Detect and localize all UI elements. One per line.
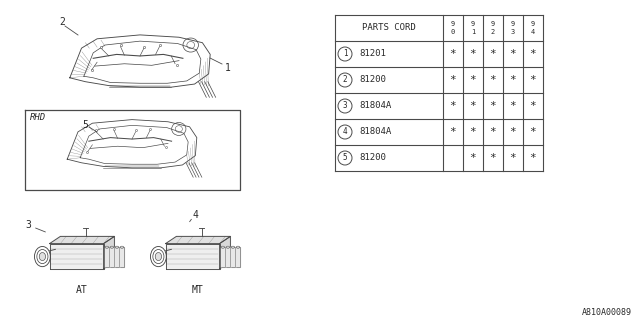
Text: *: * — [450, 75, 456, 85]
Text: 1: 1 — [225, 63, 231, 73]
Text: 81200: 81200 — [359, 76, 386, 84]
Polygon shape — [50, 236, 115, 244]
Text: 4: 4 — [342, 127, 348, 137]
Text: 2: 2 — [59, 17, 65, 27]
Text: *: * — [509, 101, 516, 111]
Polygon shape — [231, 247, 235, 267]
Text: *: * — [450, 49, 456, 59]
Text: 9: 9 — [451, 21, 455, 27]
Text: 9: 9 — [491, 21, 495, 27]
Text: A810A00089: A810A00089 — [582, 308, 632, 317]
Text: *: * — [470, 127, 476, 137]
Text: *: * — [530, 127, 536, 137]
Polygon shape — [110, 247, 114, 267]
Text: 2: 2 — [491, 29, 495, 35]
Text: *: * — [490, 127, 497, 137]
Text: 9: 9 — [471, 21, 475, 27]
Text: 81804A: 81804A — [359, 127, 391, 137]
Text: *: * — [530, 75, 536, 85]
Text: *: * — [450, 127, 456, 137]
Text: *: * — [509, 127, 516, 137]
Text: *: * — [490, 153, 497, 163]
Text: AT: AT — [76, 285, 88, 295]
Text: 3: 3 — [511, 29, 515, 35]
Text: MT: MT — [192, 285, 204, 295]
Text: 3: 3 — [342, 101, 348, 110]
Ellipse shape — [120, 246, 124, 248]
Ellipse shape — [236, 246, 240, 248]
Polygon shape — [221, 247, 225, 267]
Polygon shape — [236, 247, 240, 267]
Ellipse shape — [156, 252, 161, 260]
Text: 1: 1 — [471, 29, 475, 35]
Text: 81804A: 81804A — [359, 101, 391, 110]
Polygon shape — [104, 236, 115, 269]
Text: 9: 9 — [511, 21, 515, 27]
Polygon shape — [166, 236, 230, 244]
Polygon shape — [105, 247, 109, 267]
Text: *: * — [470, 153, 476, 163]
Text: *: * — [509, 75, 516, 85]
Ellipse shape — [226, 246, 230, 248]
Polygon shape — [220, 236, 230, 269]
Text: *: * — [530, 49, 536, 59]
Text: *: * — [530, 153, 536, 163]
Text: *: * — [530, 101, 536, 111]
Text: PARTS CORD: PARTS CORD — [362, 23, 416, 33]
Text: 9: 9 — [531, 21, 535, 27]
Text: 5: 5 — [342, 154, 348, 163]
Text: 2: 2 — [342, 76, 348, 84]
Polygon shape — [166, 244, 220, 269]
Ellipse shape — [221, 246, 225, 248]
Text: 4: 4 — [531, 29, 535, 35]
Text: RHD: RHD — [30, 113, 46, 122]
Text: 5: 5 — [82, 120, 88, 130]
Text: *: * — [470, 49, 476, 59]
Text: 81201: 81201 — [359, 50, 386, 59]
Text: *: * — [509, 49, 516, 59]
Ellipse shape — [105, 246, 109, 248]
Text: 0: 0 — [451, 29, 455, 35]
Ellipse shape — [39, 252, 45, 260]
Polygon shape — [115, 247, 119, 267]
Text: *: * — [490, 75, 497, 85]
Text: 3: 3 — [25, 220, 31, 230]
Text: 4: 4 — [192, 210, 198, 220]
Polygon shape — [50, 244, 104, 269]
Ellipse shape — [115, 246, 119, 248]
Text: *: * — [450, 101, 456, 111]
Text: *: * — [490, 49, 497, 59]
Ellipse shape — [110, 246, 114, 248]
Text: *: * — [470, 101, 476, 111]
Text: *: * — [509, 153, 516, 163]
Text: *: * — [470, 75, 476, 85]
Text: 81200: 81200 — [359, 154, 386, 163]
Polygon shape — [226, 247, 230, 267]
Text: *: * — [490, 101, 497, 111]
Polygon shape — [120, 247, 124, 267]
Ellipse shape — [231, 246, 235, 248]
Text: 1: 1 — [342, 50, 348, 59]
